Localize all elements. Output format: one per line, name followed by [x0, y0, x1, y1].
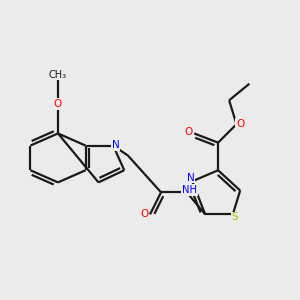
Text: O: O: [184, 127, 193, 136]
Text: S: S: [231, 212, 238, 222]
Text: O: O: [54, 99, 62, 109]
Text: NH: NH: [182, 185, 197, 195]
Text: O: O: [236, 119, 244, 129]
Text: N: N: [187, 172, 194, 183]
Text: N: N: [112, 140, 120, 150]
Text: CH₃: CH₃: [49, 70, 67, 80]
Text: O: O: [140, 209, 148, 219]
